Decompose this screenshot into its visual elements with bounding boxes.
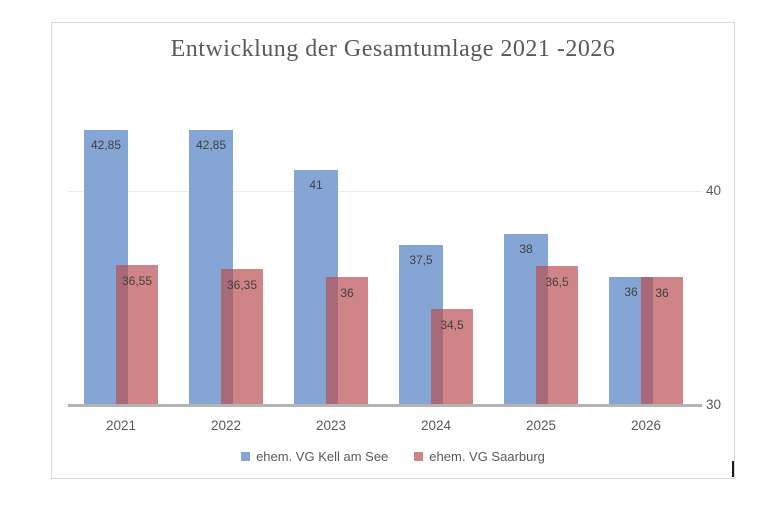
x-axis-label-2021: 2021: [105, 418, 137, 433]
value-label-saarburg-2026: 36: [655, 285, 669, 300]
chart-title: Entwicklung der Gesamtumlage 2021 -2026: [170, 36, 616, 62]
value-label-kell-am-see-2024: 37,5: [409, 252, 433, 267]
chart-object[interactable]: Entwicklung der Gesamtumlage 2021 -2026 …: [51, 22, 735, 479]
legend: ehem. VG Kell am See ehem. VG Saarburg: [52, 449, 734, 464]
bar-overlap-2026: [641, 276, 653, 407]
value-label-saarburg-2024: 34,5: [440, 317, 464, 332]
value-label-kell-am-see-2025: 38: [519, 241, 533, 256]
legend-item-kell-am-see: ehem. VG Kell am See: [241, 449, 388, 464]
bar-overlap-2023: [326, 276, 338, 407]
plot-area: 40 30 42,85 36,55 2021 42,85 36,35 2022 41 36 2023…: [52, 23, 734, 478]
legend-label-saarburg: ehem. VG Saarburg: [429, 449, 545, 464]
legend-item-saarburg: ehem. VG Saarburg: [414, 449, 545, 464]
legend-label-kell-am-see: ehem. VG Kell am See: [256, 449, 389, 464]
bar-overlap-2025: [536, 265, 548, 407]
legend-swatch-red-icon: [414, 452, 424, 461]
y-axis-tick-40: 40: [706, 183, 722, 198]
x-axis-label-2022: 2022: [210, 418, 242, 433]
bar-overlap-2024: [431, 308, 443, 407]
value-label-kell-am-see-2023: 41: [309, 177, 323, 192]
legend-swatch-blue-icon: [241, 452, 251, 461]
x-axis-line: [68, 404, 702, 407]
value-label-kell-am-see-2026: 36: [624, 284, 638, 299]
x-axis-label-2026: 2026: [630, 418, 662, 433]
bar-overlap-2021: [116, 264, 128, 407]
value-label-saarburg-2025: 36,5: [545, 274, 569, 289]
y-axis-tick-30: 30: [706, 397, 722, 412]
x-axis-label-2024: 2024: [420, 418, 452, 433]
text-cursor: [732, 461, 734, 477]
value-label-saarburg-2021: 36,55: [121, 273, 153, 288]
value-label-saarburg-2022: 36,35: [226, 278, 258, 293]
gridline-40: [68, 191, 702, 192]
value-label-kell-am-see-2022: 42,85: [195, 138, 227, 152]
x-axis-label-2025: 2025: [525, 418, 557, 433]
x-axis-label-2023: 2023: [315, 418, 347, 433]
value-label-kell-am-see-2021: 42,85: [90, 138, 122, 152]
value-label-saarburg-2023: 36: [340, 285, 354, 300]
bar-overlap-2022: [221, 269, 233, 407]
